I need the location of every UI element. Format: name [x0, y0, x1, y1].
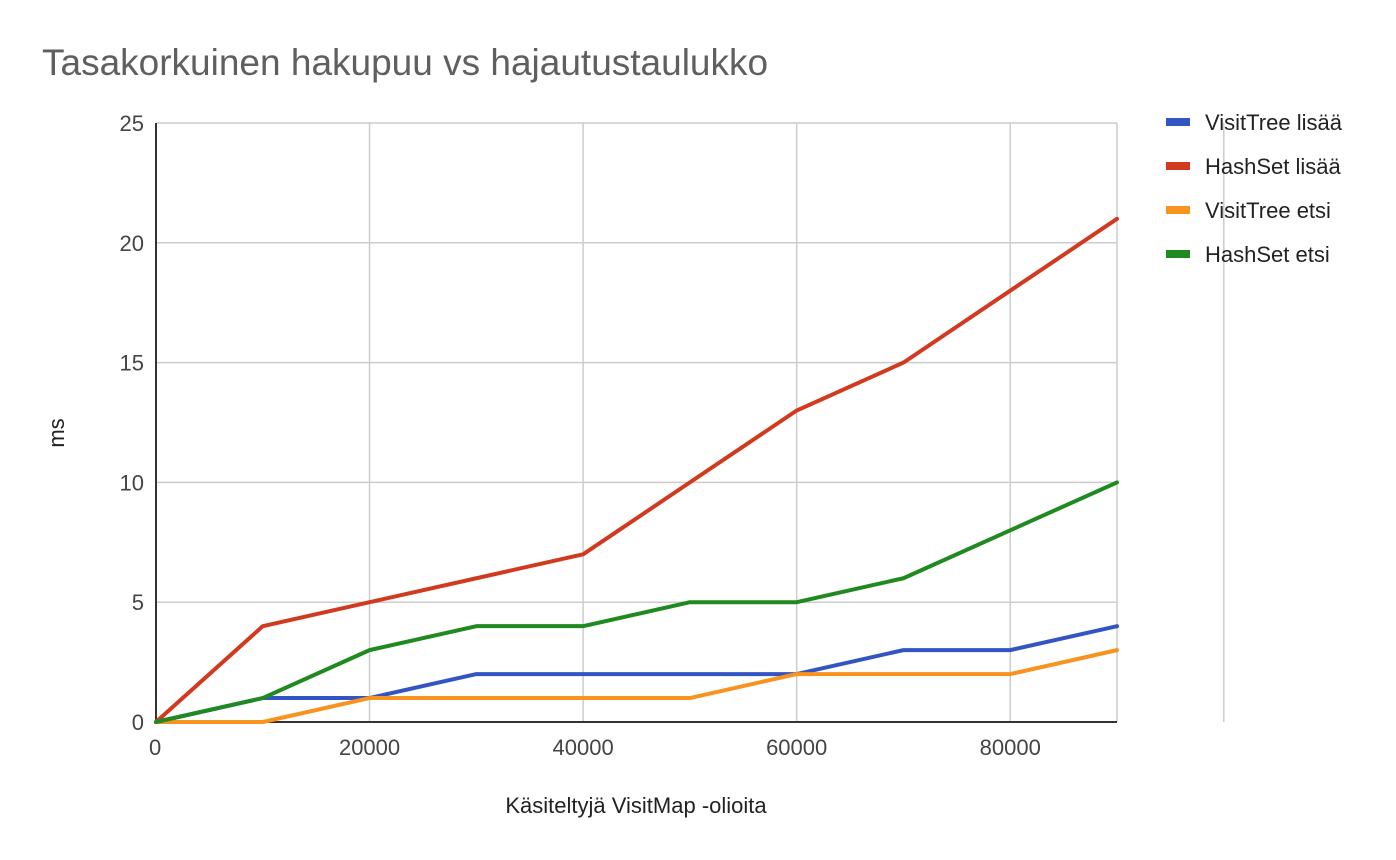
- x-axis-label: Käsiteltyjä VisitMap -olioita: [505, 793, 767, 818]
- legend-swatch-0: [1166, 118, 1190, 126]
- legend-label-1: HashSet lisää: [1205, 154, 1342, 179]
- x-tick-label: 60000: [766, 735, 827, 760]
- series-line-0: [154, 624, 1119, 724]
- y-tick-label: 0: [132, 710, 144, 735]
- y-tick-label: 15: [120, 351, 144, 376]
- legend-swatch-3: [1166, 250, 1190, 258]
- axes: [155, 123, 1117, 723]
- y-axis-label: ms: [44, 418, 69, 447]
- legend-label-0: VisitTree lisää: [1205, 110, 1343, 135]
- y-tick-label: 5: [132, 590, 144, 615]
- series-lines: [154, 216, 1119, 724]
- legend-label-3: HashSet etsi: [1205, 242, 1330, 267]
- y-tick-label: 20: [120, 231, 144, 256]
- legend-label-2: VisitTree etsi: [1205, 198, 1331, 223]
- series-line-2: [154, 648, 1119, 724]
- series-line-1: [154, 216, 1119, 724]
- grid: [156, 122, 1225, 722]
- y-tick-label: 10: [120, 470, 144, 495]
- x-tick-label: 0: [149, 735, 161, 760]
- legend-swatch-2: [1166, 206, 1190, 214]
- chart-title: Tasakorkuinen hakupuu vs hajautustaulukk…: [42, 42, 768, 83]
- y-tick-labels: 0 5 10 15 20 25: [120, 111, 144, 735]
- legend-swatch-1: [1166, 162, 1190, 170]
- x-tick-label: 20000: [339, 735, 400, 760]
- y-tick-label: 25: [120, 111, 144, 136]
- x-tick-label: 40000: [553, 735, 614, 760]
- legend: VisitTree lisää HashSet lisää VisitTree et…: [1166, 110, 1343, 267]
- x-tick-labels: 0 20000 40000 60000 80000: [149, 735, 1041, 760]
- x-tick-label: 80000: [980, 735, 1041, 760]
- series-line-3: [154, 480, 1119, 724]
